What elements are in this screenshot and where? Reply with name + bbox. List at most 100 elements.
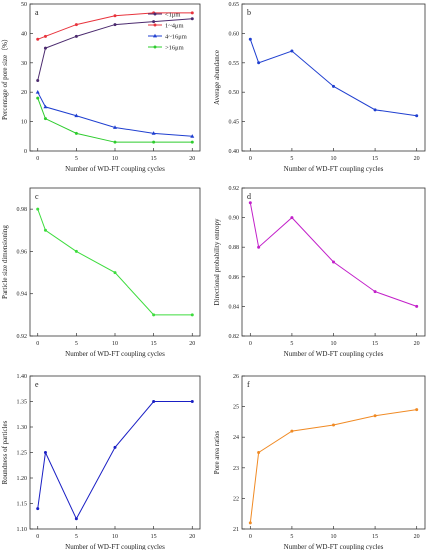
data-point	[152, 140, 156, 144]
x-tick-label: 20	[414, 341, 420, 347]
y-axis-label: Percentage of pore size（%）	[1, 35, 9, 120]
y-tick-label: 0.94	[17, 292, 28, 298]
panel-label: c	[35, 192, 39, 201]
y-axis-label: Particle size dimensioning	[1, 225, 9, 299]
legend-marker	[153, 45, 157, 49]
y-tick-label: 20	[21, 90, 27, 96]
data-point	[190, 11, 194, 15]
y-tick-label: 24	[233, 435, 239, 441]
data-point	[152, 400, 156, 403]
y-tick-label: 0.45	[229, 120, 240, 126]
y-axis-label: Average abundance	[213, 50, 221, 105]
x-tick-label: 5	[290, 534, 293, 540]
x-tick-label: 15	[151, 156, 157, 162]
data-point	[74, 34, 78, 38]
y-tick-label: 0.88	[229, 245, 240, 251]
y-tick-label: 0.50	[229, 90, 240, 96]
data-point	[290, 49, 294, 53]
data-point	[113, 14, 117, 18]
series-line	[37, 401, 193, 520]
y-tick-label: 0.92	[17, 334, 28, 340]
x-tick-label: 5	[75, 534, 78, 540]
y-tick-label: 0.60	[229, 31, 240, 37]
data-point	[113, 125, 117, 129]
x-tick-label: 10	[331, 341, 337, 347]
y-tick-label: 22	[233, 496, 239, 502]
x-tick-label: 0	[249, 341, 252, 347]
y-tick-label: 0.82	[229, 334, 240, 340]
legend-label: >16μm	[165, 44, 184, 51]
panel-e: 0 5 10 15 20 1.10 1.15 1.20 1.25 1.30 1.35 1.40 Numb…	[1, 374, 201, 550]
y-tick-label: 25	[233, 405, 239, 411]
data-point	[257, 61, 261, 65]
panel-b: 0 5 10 15 20 0.40 0.45 0.50 0.55 0.60 0.65 Number o…	[213, 2, 426, 173]
plot-frame	[241, 3, 426, 152]
y-tick-label: 50	[21, 2, 27, 8]
y-tick-label: 10	[21, 120, 27, 126]
x-tick-label: 0	[249, 534, 252, 540]
x-tick-label: 15	[372, 341, 378, 347]
data-point	[190, 140, 194, 144]
panel-f: 0 5 10 15 20 21 22 23 24 25 26 Number of WD-FT coup…	[213, 374, 426, 550]
data-point	[113, 445, 117, 449]
series-line	[37, 91, 193, 137]
series-line	[37, 208, 193, 316]
data-point	[43, 46, 47, 50]
data-point	[248, 201, 252, 205]
y-tick-label: 21	[233, 527, 239, 533]
data-point	[113, 140, 117, 144]
data-point	[257, 245, 261, 249]
data-point	[152, 20, 156, 24]
x-tick-label: 20	[414, 534, 420, 540]
x-tick-label: 0	[36, 341, 39, 347]
y-tick-label: 1.40	[17, 374, 28, 380]
x-tick-label: 10	[112, 341, 118, 347]
x-tick-label: 15	[372, 156, 378, 162]
x-tick-label: 0	[36, 156, 39, 162]
data-point	[248, 37, 252, 41]
data-point	[36, 78, 40, 82]
y-tick-label: 1.20	[17, 476, 28, 482]
y-tick-label: 1.15	[17, 502, 28, 508]
data-point	[190, 400, 194, 403]
x-tick-label: 20	[189, 534, 195, 540]
y-tick-label: 0.96	[17, 249, 28, 255]
data-point	[35, 90, 40, 94]
data-point	[113, 271, 117, 275]
legend-marker	[153, 33, 157, 38]
data-point	[332, 260, 335, 264]
series-line	[37, 18, 193, 81]
x-axis-label: Number of WD-FT coupling cycles	[284, 350, 384, 358]
x-axis-label: Number of WD-FT coupling cycles	[65, 543, 165, 550]
series-line	[249, 409, 417, 523]
x-axis-label: Number of WD-FT coupling cycles	[284, 165, 384, 173]
x-tick-label: 15	[151, 341, 157, 347]
x-tick-label: 5	[290, 341, 293, 347]
data-point	[36, 507, 40, 511]
data-point	[74, 23, 78, 27]
data-point	[257, 451, 261, 454]
y-tick-label: 23	[233, 466, 239, 472]
y-tick-label: 0.90	[229, 216, 240, 222]
data-point	[74, 131, 78, 135]
data-point	[151, 131, 156, 135]
y-tick-label: 1.25	[17, 451, 28, 457]
data-point	[36, 207, 40, 211]
x-tick-label: 5	[75, 341, 78, 347]
x-tick-label: 20	[189, 341, 195, 347]
data-point	[43, 34, 47, 38]
data-point	[415, 408, 419, 412]
x-axis-label: Number of WD-FT coupling cycles	[65, 350, 165, 358]
data-point	[43, 451, 47, 454]
data-point	[290, 216, 294, 220]
y-tick-label: 1.10	[17, 527, 28, 533]
data-point	[43, 104, 48, 109]
y-tick-label: 40	[21, 31, 27, 37]
legend-label: 1~4μm	[165, 22, 184, 29]
data-point	[152, 313, 156, 317]
y-tick-label: 1.30	[17, 425, 28, 431]
data-point	[190, 134, 195, 138]
data-point	[373, 290, 377, 294]
data-point	[373, 414, 377, 418]
